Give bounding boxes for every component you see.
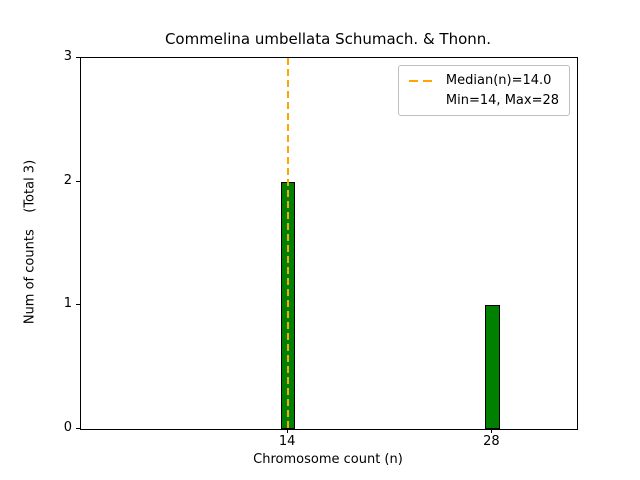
legend-row-median: Median(n)=14.0 [408,73,559,88]
y-axis-label: Num of counts (Total 3) [22,159,38,325]
plot-area: Median(n)=14.0 Min=14, Max=28 [80,57,578,430]
x-tick-label-28: 28 [483,434,500,449]
y-tick-mark [76,304,80,306]
legend: Median(n)=14.0 Min=14, Max=28 [397,65,570,116]
y-tick-mark [76,57,80,58]
x-axis-label: Chromosome count (n) [253,452,403,467]
x-tick-mark [491,429,493,433]
y-tick-mark [76,180,80,182]
legend-label-minmax: Min=14, Max=28 [445,93,559,108]
legend-empty-handle [409,100,437,102]
x-tick-mark [287,429,289,433]
y-tick-label-1: 1 [63,296,72,312]
y-tick-label-3: 3 [63,49,72,64]
y-tick-label-0: 0 [63,420,72,435]
x-tick-label-14: 14 [278,434,296,449]
chart-title: Commelina umbellata Schumach. & Thonn. [164,30,492,48]
y-tick-label-2: 2 [63,172,72,188]
bar-28 [485,305,500,429]
legend-label-median: Median(n)=14.0 [445,73,552,88]
median-dashed-line-icon [408,79,437,82]
y-tick-mark [76,428,80,429]
legend-row-minmax: Min=14, Max=28 [409,93,559,108]
median-line [287,58,290,429]
